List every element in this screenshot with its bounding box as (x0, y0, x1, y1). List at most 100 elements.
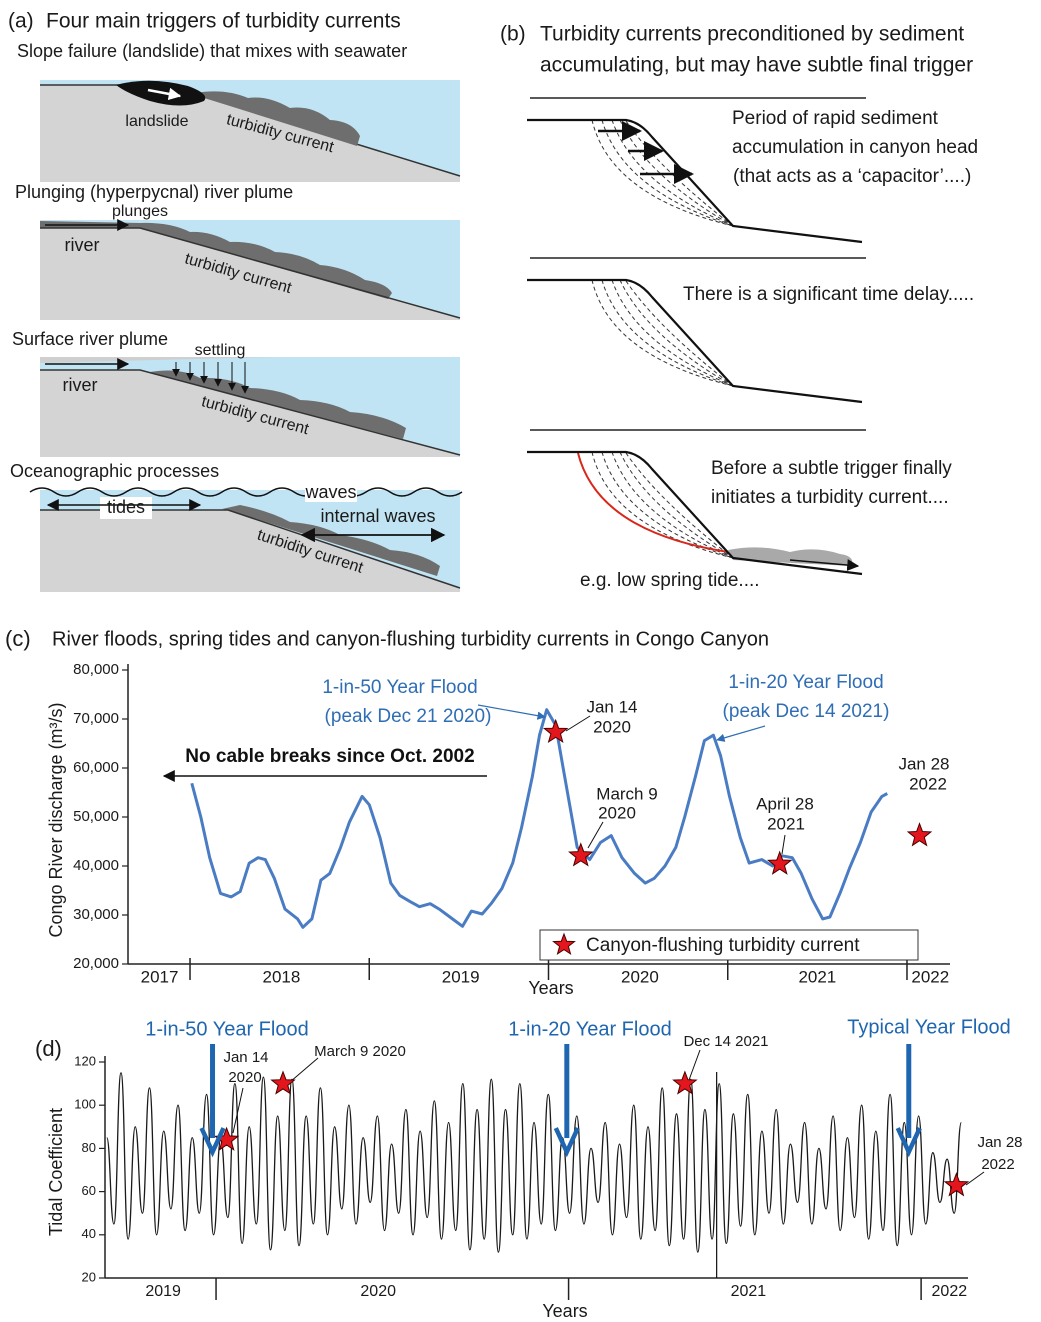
x-tick-label: 2020 (621, 967, 659, 986)
x-tick-label: 2021 (798, 967, 836, 986)
diagram-label: waves (304, 482, 356, 502)
star-marker (908, 824, 931, 846)
scenario-title: Slope failure (landslide) that mixes wit… (17, 41, 407, 61)
x-tick-label: 2019 (442, 967, 480, 986)
y-tick-label: 50,000 (73, 808, 119, 825)
point-label: March 9 (596, 784, 657, 803)
step-text: Period of rapid sediment (732, 108, 939, 129)
point-label: Jan 14 (586, 697, 637, 716)
panel-label: (a) (8, 10, 34, 33)
flood-label: Typical Year Flood (847, 1016, 1010, 1038)
point-label: 2020 (598, 803, 636, 822)
x-axis-label: Years (528, 978, 573, 998)
point-label: 2020 (228, 1069, 261, 1086)
x-tick-label: 2022 (932, 1283, 968, 1300)
leader-line (966, 1172, 984, 1185)
point-label: April 28 (756, 794, 814, 813)
figure: (a) Four main triggers of turbidity curr… (0, 0, 1041, 1322)
panel-b: (b) Turbidity currents preconditioned by… (500, 23, 978, 591)
flood-arrow (556, 1044, 578, 1152)
step-text: initiates a turbidity current.... (711, 487, 949, 508)
failure-surface (578, 453, 728, 552)
diagram-label: settling (195, 342, 246, 359)
legend-label: Canyon-flushing turbidity current (586, 935, 860, 956)
leader-line (782, 835, 785, 854)
panel-label: (c) (5, 626, 31, 651)
annotation: (peak Dec 21 2020) (325, 706, 492, 727)
scenario-title: Plunging (hyperpycnal) river plume (15, 182, 293, 202)
point-label: 2021 (767, 814, 805, 833)
x-tick-label: 2019 (145, 1283, 181, 1300)
y-tick-label: 40,000 (73, 857, 119, 874)
x-tick-label: 2018 (263, 967, 301, 986)
point-label: Jan 28 (977, 1134, 1022, 1151)
step-text: accumulation in canyon head (732, 137, 978, 158)
x-tick-label: 2017 (141, 967, 179, 986)
y-axis-label: Congo River discharge (m³/s) (46, 702, 66, 937)
panel-title: Turbidity currents preconditioned by sed… (540, 23, 964, 46)
flood-label: 1-in-20 Year Flood (508, 1018, 671, 1040)
chart-title: River floods, spring tides and canyon-fl… (52, 628, 769, 650)
diagram-label: landslide (125, 113, 188, 130)
y-axis-label: Tidal Coefficient (46, 1108, 66, 1236)
step-text: (that acts as a ‘capacitor’....) (733, 166, 971, 187)
y-tick-label: 20,000 (73, 955, 119, 972)
flood-label: 1-in-50 Year Flood (145, 1018, 308, 1040)
flood-arrow (898, 1044, 920, 1152)
leader-line (689, 1050, 700, 1080)
y-tick-label: 30,000 (73, 906, 119, 923)
scenario-diagram: settling river turbidity current (40, 342, 460, 457)
panel-title: accumulating, but may have subtle final … (540, 54, 973, 77)
y-tick-label: 60,000 (73, 759, 119, 776)
scenario-diagram: waves tides internal waves turbidity cur… (30, 482, 462, 592)
step-note: e.g. low spring tide.... (580, 570, 760, 591)
charts: (c) River floods, spring tides and canyon… (5, 626, 1023, 1321)
point-label: 2020 (593, 717, 631, 736)
body: { "panel_a": { "label": "(a)", "title": … (0, 0, 1041, 1322)
y-tick-label: 70,000 (73, 710, 119, 727)
annotation: 1-in-20 Year Flood (728, 672, 883, 693)
diagram-label: plunges (112, 203, 168, 220)
y-tick-label: 100 (74, 1097, 96, 1112)
point-label: 2022 (981, 1156, 1014, 1173)
scenario-title: Oceanographic processes (10, 461, 219, 481)
y-tick-label: 120 (74, 1053, 96, 1068)
step-text: Before a subtle trigger finally (711, 458, 952, 479)
point-label: Jan 28 (898, 754, 949, 773)
diagram-label: river (63, 375, 98, 395)
x-tick-label: 2020 (360, 1283, 396, 1300)
flood-arrow (202, 1044, 224, 1152)
diagram-label: tides (107, 497, 145, 517)
annotation: (peak Dec 14 2021) (723, 701, 890, 722)
scenario-diagram: landslide turbidity current (40, 80, 460, 182)
x-axis-label: Years (542, 1301, 587, 1321)
step-text: There is a significant time delay..... (683, 284, 974, 305)
scenario-diagram: plunges river turbidity current (40, 203, 460, 320)
panel-title: Four main triggers of turbidity currents (46, 10, 401, 33)
scenario-title: Surface river plume (12, 329, 168, 349)
annotation: No cable breaks since Oct. 2002 (185, 746, 474, 767)
accumulation-arrows (598, 131, 692, 174)
chart: (d)Tidal CoefficientYears204060801001202… (35, 1016, 1023, 1320)
panel-label: (b) (500, 23, 526, 46)
y-tick-label: 20 (82, 1269, 96, 1284)
chart: (c) River floods, spring tides and canyon… (5, 626, 950, 998)
leader-line (566, 716, 590, 731)
star-marker (674, 1072, 697, 1094)
x-tick-label: 2021 (731, 1283, 767, 1300)
diagram-label: internal waves (320, 506, 435, 526)
page: Turbidity current triggers figure html, … (0, 0, 1041, 1322)
point-label: Dec 14 2021 (683, 1033, 768, 1050)
star-marker (768, 852, 791, 874)
y-tick-label: 40 (82, 1226, 96, 1241)
point-label: Jan 14 (223, 1049, 268, 1066)
star-marker (544, 720, 567, 742)
annotation: 1-in-50 Year Flood (322, 677, 477, 698)
annotation-arrow (717, 726, 765, 740)
point-label: March 9 2020 (314, 1043, 406, 1060)
diagram-label: river (65, 235, 100, 255)
y-tick-label: 80,000 (73, 661, 119, 678)
x-tick-label: 2022 (911, 967, 949, 986)
y-tick-label: 60 (82, 1183, 96, 1198)
panel-label: (d) (35, 1036, 62, 1061)
